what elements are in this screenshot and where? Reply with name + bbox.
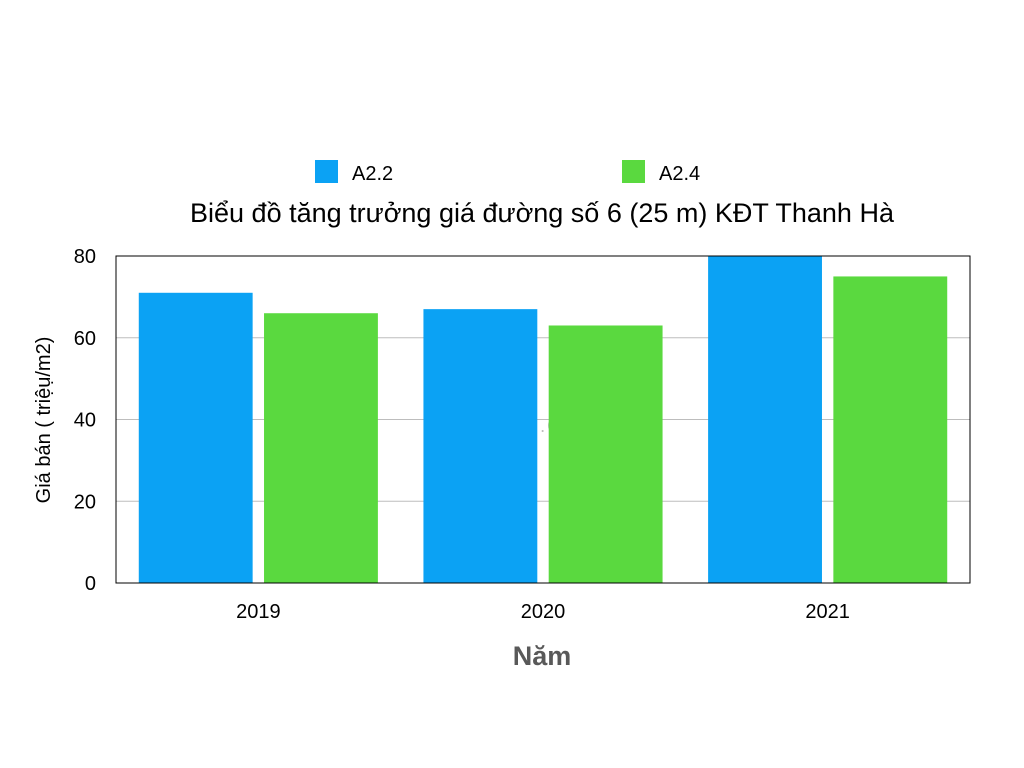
legend-swatch-a22 [315, 160, 338, 183]
bars [138, 256, 948, 583]
plot-area-border [115, 255, 971, 584]
bar-a22-2020 [423, 309, 538, 583]
bar-a24-2021 [833, 276, 948, 583]
gridlines [116, 337, 970, 502]
bar-a24-2020 [548, 325, 663, 583]
legend-label-a22: A2.2 [352, 163, 393, 185]
legend: A2.2 A2.4 [315, 160, 700, 185]
legend-swatch-a24 [622, 160, 645, 183]
x-axis-label: Năm [513, 641, 572, 671]
x-tick-label: 2019 [236, 601, 281, 623]
y-axis-label: Giá bán ( triệụ/m2) [33, 337, 55, 504]
legend-label-a24: A2.4 [659, 163, 700, 185]
y-tick-label: 80 [74, 246, 96, 268]
chart-title: Biểu đồ tăng trưởng giá đường số 6 (25 m… [190, 198, 895, 228]
x-tick-label: 2020 [521, 601, 566, 623]
y-tick-label: 0 [85, 573, 96, 595]
bar-a22-2019 [138, 292, 253, 583]
bar-a24-2019 [264, 313, 378, 583]
y-axis-ticks: 0 20 40 60 80 [74, 246, 96, 595]
x-axis-ticks: 2019 2020 2021 [236, 601, 850, 623]
bar-a22-2021 [708, 256, 822, 583]
y-tick-label: 20 [74, 491, 96, 513]
y-tick-label: 40 [74, 410, 96, 432]
y-tick-label: 60 [74, 328, 96, 350]
x-tick-label: 2021 [805, 601, 850, 623]
